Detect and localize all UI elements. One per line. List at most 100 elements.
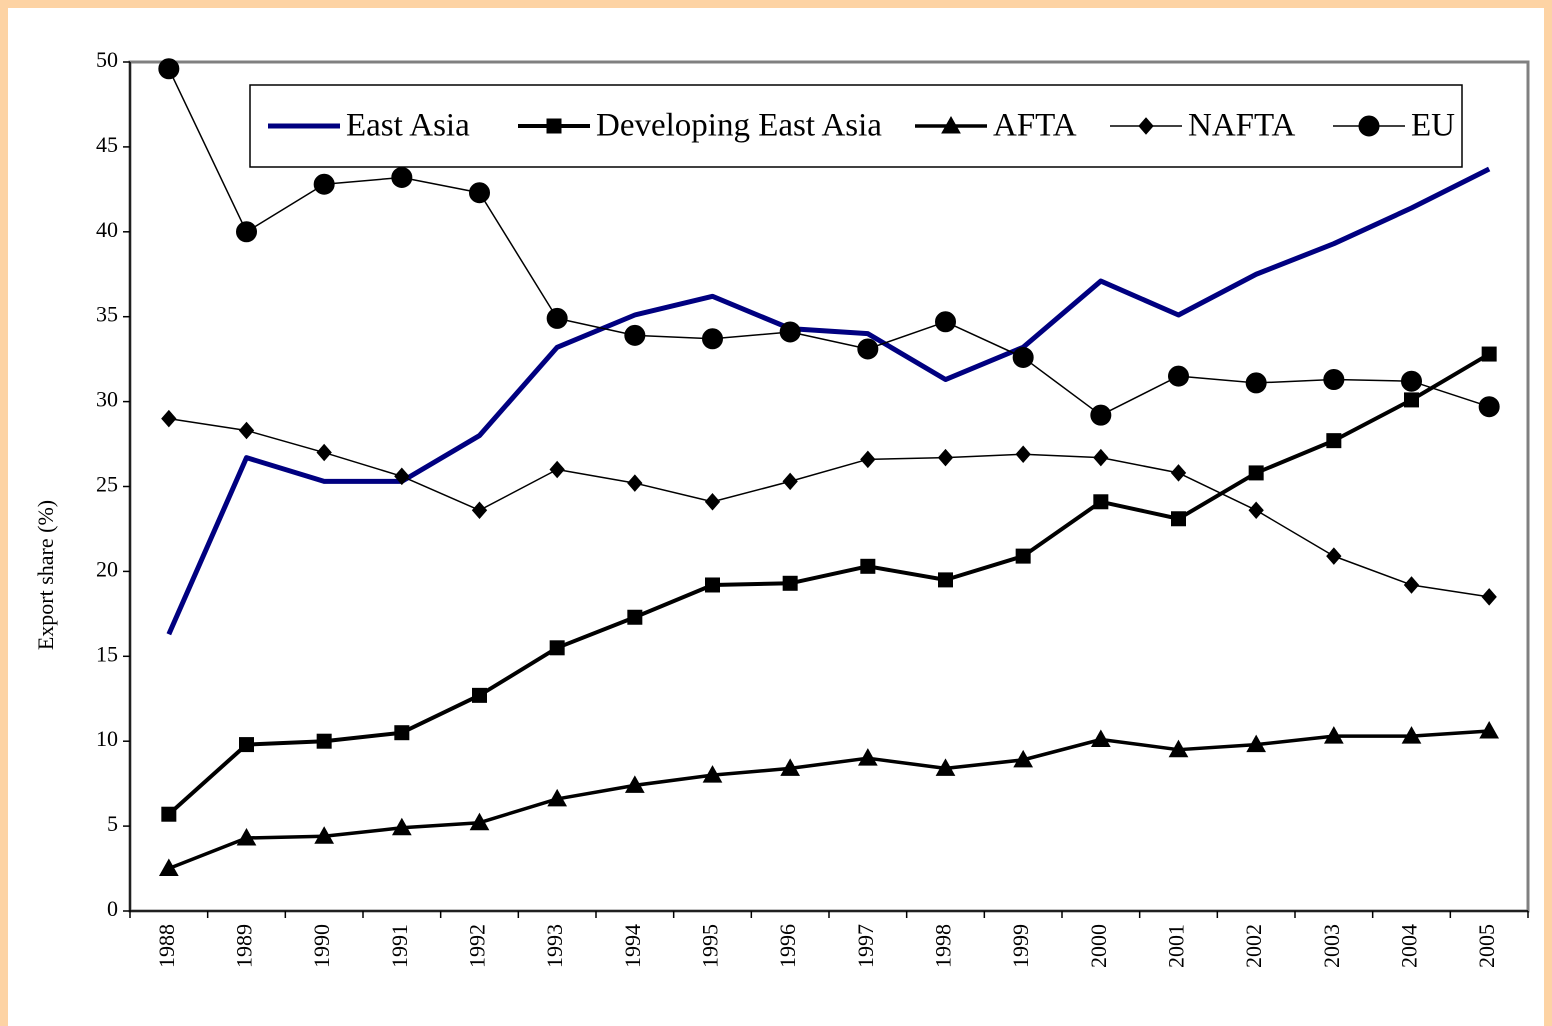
data-point: [937, 448, 954, 467]
y-tick-label: 10: [96, 726, 118, 751]
data-point: [391, 166, 413, 188]
data-point: [1093, 494, 1109, 510]
data-point: [782, 575, 798, 591]
y-tick-label: 5: [107, 811, 118, 836]
data-point: [1245, 372, 1267, 394]
data-point: [1090, 404, 1112, 426]
legend-marker: [546, 118, 562, 134]
chart-background: [8, 8, 1544, 1026]
data-point: [1171, 511, 1186, 527]
x-tick-label: 2005: [1474, 924, 1499, 968]
data-point: [627, 609, 643, 625]
data-point: [394, 725, 410, 741]
data-point: [314, 826, 335, 844]
x-tick-label: 1989: [232, 924, 257, 968]
data-point: [394, 467, 410, 486]
data-point: [238, 421, 255, 440]
data-point: [1168, 739, 1189, 758]
data-point: [236, 221, 257, 243]
x-tick-label: 1988: [154, 924, 179, 968]
data-point: [161, 806, 177, 822]
data-point: [1326, 433, 1342, 449]
data-point: [1323, 726, 1344, 744]
data-point: [1481, 588, 1497, 606]
y-tick-label: 15: [96, 641, 118, 666]
x-tick-label: 2004: [1397, 924, 1422, 968]
data-point: [549, 460, 565, 479]
x-tick-label: 2003: [1319, 924, 1344, 968]
data-point: [547, 788, 568, 807]
y-tick-label: 35: [96, 302, 118, 327]
data-point: [935, 758, 956, 776]
data-point: [391, 817, 412, 836]
y-tick-label: 20: [96, 556, 118, 581]
data-point: [549, 640, 565, 656]
x-tick-label: 1992: [465, 924, 490, 968]
y-axis-label: Export share (%): [33, 500, 58, 650]
data-point: [316, 733, 332, 749]
data-point: [702, 765, 723, 783]
data-point: [469, 812, 490, 831]
data-point: [624, 324, 646, 346]
legend-label: AFTA: [993, 108, 1077, 144]
data-point: [1170, 464, 1187, 482]
data-point: [472, 687, 487, 703]
x-tick-label: 2002: [1241, 924, 1266, 968]
data-point: [158, 858, 179, 877]
x-tick-label: 1991: [387, 924, 412, 968]
data-point: [860, 558, 876, 574]
data-point: [935, 311, 956, 333]
data-point: [1248, 501, 1264, 520]
legend-label: East Asia: [346, 108, 470, 144]
legend-marker: [941, 115, 961, 134]
data-point: [239, 737, 254, 753]
data-point: [1401, 726, 1422, 744]
y-tick-label: 40: [96, 217, 118, 242]
x-tick-label: 1998: [931, 924, 956, 968]
data-point: [1015, 445, 1031, 463]
data-point: [1404, 392, 1419, 408]
legend-label: NAFTA: [1188, 108, 1296, 144]
x-tick-label: 1995: [698, 924, 723, 968]
data-point: [705, 577, 720, 593]
data-point: [1012, 346, 1034, 368]
legend-marker: [1138, 117, 1154, 135]
x-tick-label: 1990: [309, 924, 334, 968]
data-point: [236, 827, 257, 846]
y-tick-label: 50: [96, 47, 118, 72]
x-tick-label: 1997: [853, 924, 878, 968]
data-point: [1090, 729, 1111, 748]
data-point: [1479, 720, 1500, 739]
data-point: [1323, 369, 1345, 391]
data-point: [1401, 370, 1422, 392]
series-line: [168, 417, 1490, 598]
data-point: [313, 173, 335, 195]
x-tick-label: 1993: [542, 924, 567, 968]
series-line: [168, 729, 1490, 871]
data-point: [1246, 734, 1267, 753]
data-point: [624, 775, 645, 793]
x-tick-label: 1999: [1008, 924, 1033, 968]
data-point: [161, 409, 177, 428]
data-point: [1326, 547, 1342, 565]
data-point: [316, 443, 332, 462]
x-tick-label: 2000: [1086, 924, 1111, 968]
data-point: [627, 474, 643, 492]
data-point: [704, 493, 721, 511]
series-line: [166, 166, 1491, 636]
y-tick-label: 0: [107, 896, 118, 921]
x-tick-label: 2001: [1164, 924, 1189, 968]
y-tick-label: 30: [96, 387, 118, 412]
legend-marker: [1358, 115, 1380, 137]
legend-label: EU: [1411, 108, 1455, 144]
data-point: [702, 328, 723, 350]
data-point: [1168, 365, 1189, 387]
data-point: [469, 182, 490, 204]
y-tick-label: 45: [96, 132, 118, 157]
data-point: [546, 307, 568, 329]
x-tick-label: 1996: [775, 924, 800, 968]
x-tick-label: 1994: [620, 924, 645, 968]
legend-box: [249, 84, 1463, 168]
